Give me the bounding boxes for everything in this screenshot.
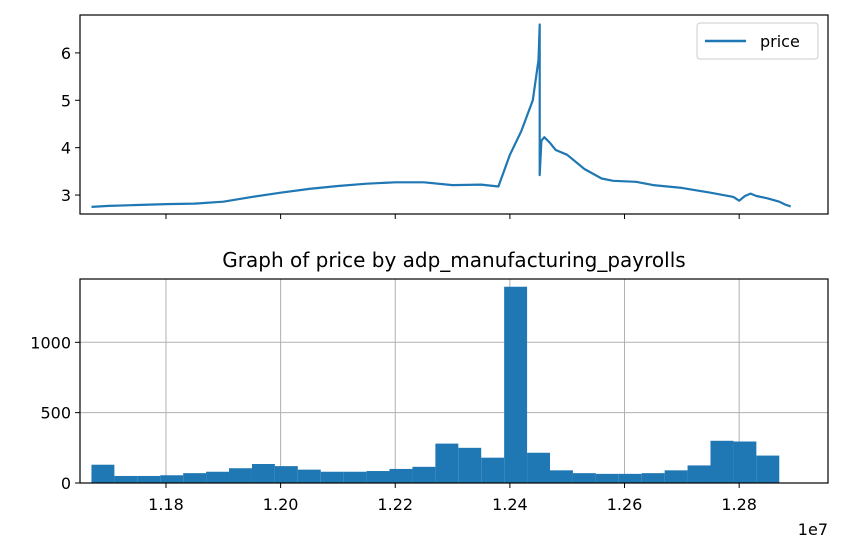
histogram-bar — [618, 473, 642, 483]
top-y-tick-label: 3 — [61, 186, 71, 205]
histogram-bar — [595, 473, 619, 483]
top-y-tick-label: 5 — [61, 91, 71, 110]
chart-title: Graph of price by adp_manufacturing_payr… — [222, 248, 685, 272]
bottom-y-tick-label: 0 — [61, 474, 71, 493]
top-plot-frame — [79, 14, 829, 215]
histogram-bar — [550, 470, 573, 483]
histogram-bars — [91, 286, 780, 483]
legend: price — [696, 22, 819, 60]
histogram-bar — [481, 457, 505, 483]
line-chart-panel: 3 4 5 6 price — [61, 14, 829, 219]
histogram-bar — [137, 475, 161, 483]
histogram-bar — [274, 466, 298, 483]
histogram-bar — [710, 440, 734, 483]
histogram-bar — [297, 469, 321, 483]
histogram-bar — [756, 455, 780, 483]
histogram-axis-ticks: 1.18 1.20 1.22 1.24 1.26 1.28 0 500 1000 — [30, 333, 757, 514]
histogram-bar — [412, 466, 436, 483]
series-line-price — [91, 23, 792, 208]
bottom-y-tick-label: 1000 — [30, 333, 71, 352]
bottom-x-tick-label: 1.22 — [377, 495, 413, 514]
legend-label-price: price — [760, 32, 800, 51]
histogram-bar — [389, 468, 413, 483]
histogram-bar — [366, 471, 390, 483]
histogram-bar — [114, 475, 138, 483]
histogram-bar — [687, 465, 711, 483]
histogram-bar — [527, 452, 551, 483]
bottom-x-tick-label: 1.28 — [721, 495, 757, 514]
histogram-bar — [206, 471, 230, 483]
histogram-bar — [458, 447, 482, 483]
bottom-x-tick-label: 1.26 — [607, 495, 643, 514]
legend-box — [696, 22, 819, 60]
histogram-bar — [229, 468, 252, 483]
histogram-bar — [343, 471, 367, 483]
histogram-bar — [733, 441, 757, 483]
histogram-bar — [91, 464, 115, 483]
histogram-bar — [641, 473, 665, 483]
histogram-bar — [251, 464, 275, 483]
histogram-bar — [160, 475, 184, 483]
x-offset-label: 1e7 — [798, 520, 828, 539]
histogram-bar — [572, 473, 596, 483]
bottom-y-tick-label: 500 — [40, 404, 71, 423]
histogram-bar — [504, 286, 528, 483]
bottom-x-tick-label: 1.24 — [492, 495, 528, 514]
histogram-bar — [320, 471, 344, 483]
bottom-plot-frame — [79, 278, 829, 484]
top-y-tick-label: 6 — [61, 44, 71, 63]
histogram-bar — [183, 473, 207, 483]
bottom-x-tick-label: 1.18 — [148, 495, 184, 514]
bottom-x-tick-label: 1.20 — [263, 495, 299, 514]
top-y-tick-label: 4 — [61, 139, 71, 158]
histogram-bar — [664, 470, 688, 483]
histogram-bar — [435, 443, 459, 483]
histogram-panel: Graph of price by adp_manufacturing_payr… — [30, 248, 829, 539]
top-series-group — [91, 23, 792, 208]
top-axis-ticks: 3 4 5 6 — [61, 44, 740, 219]
